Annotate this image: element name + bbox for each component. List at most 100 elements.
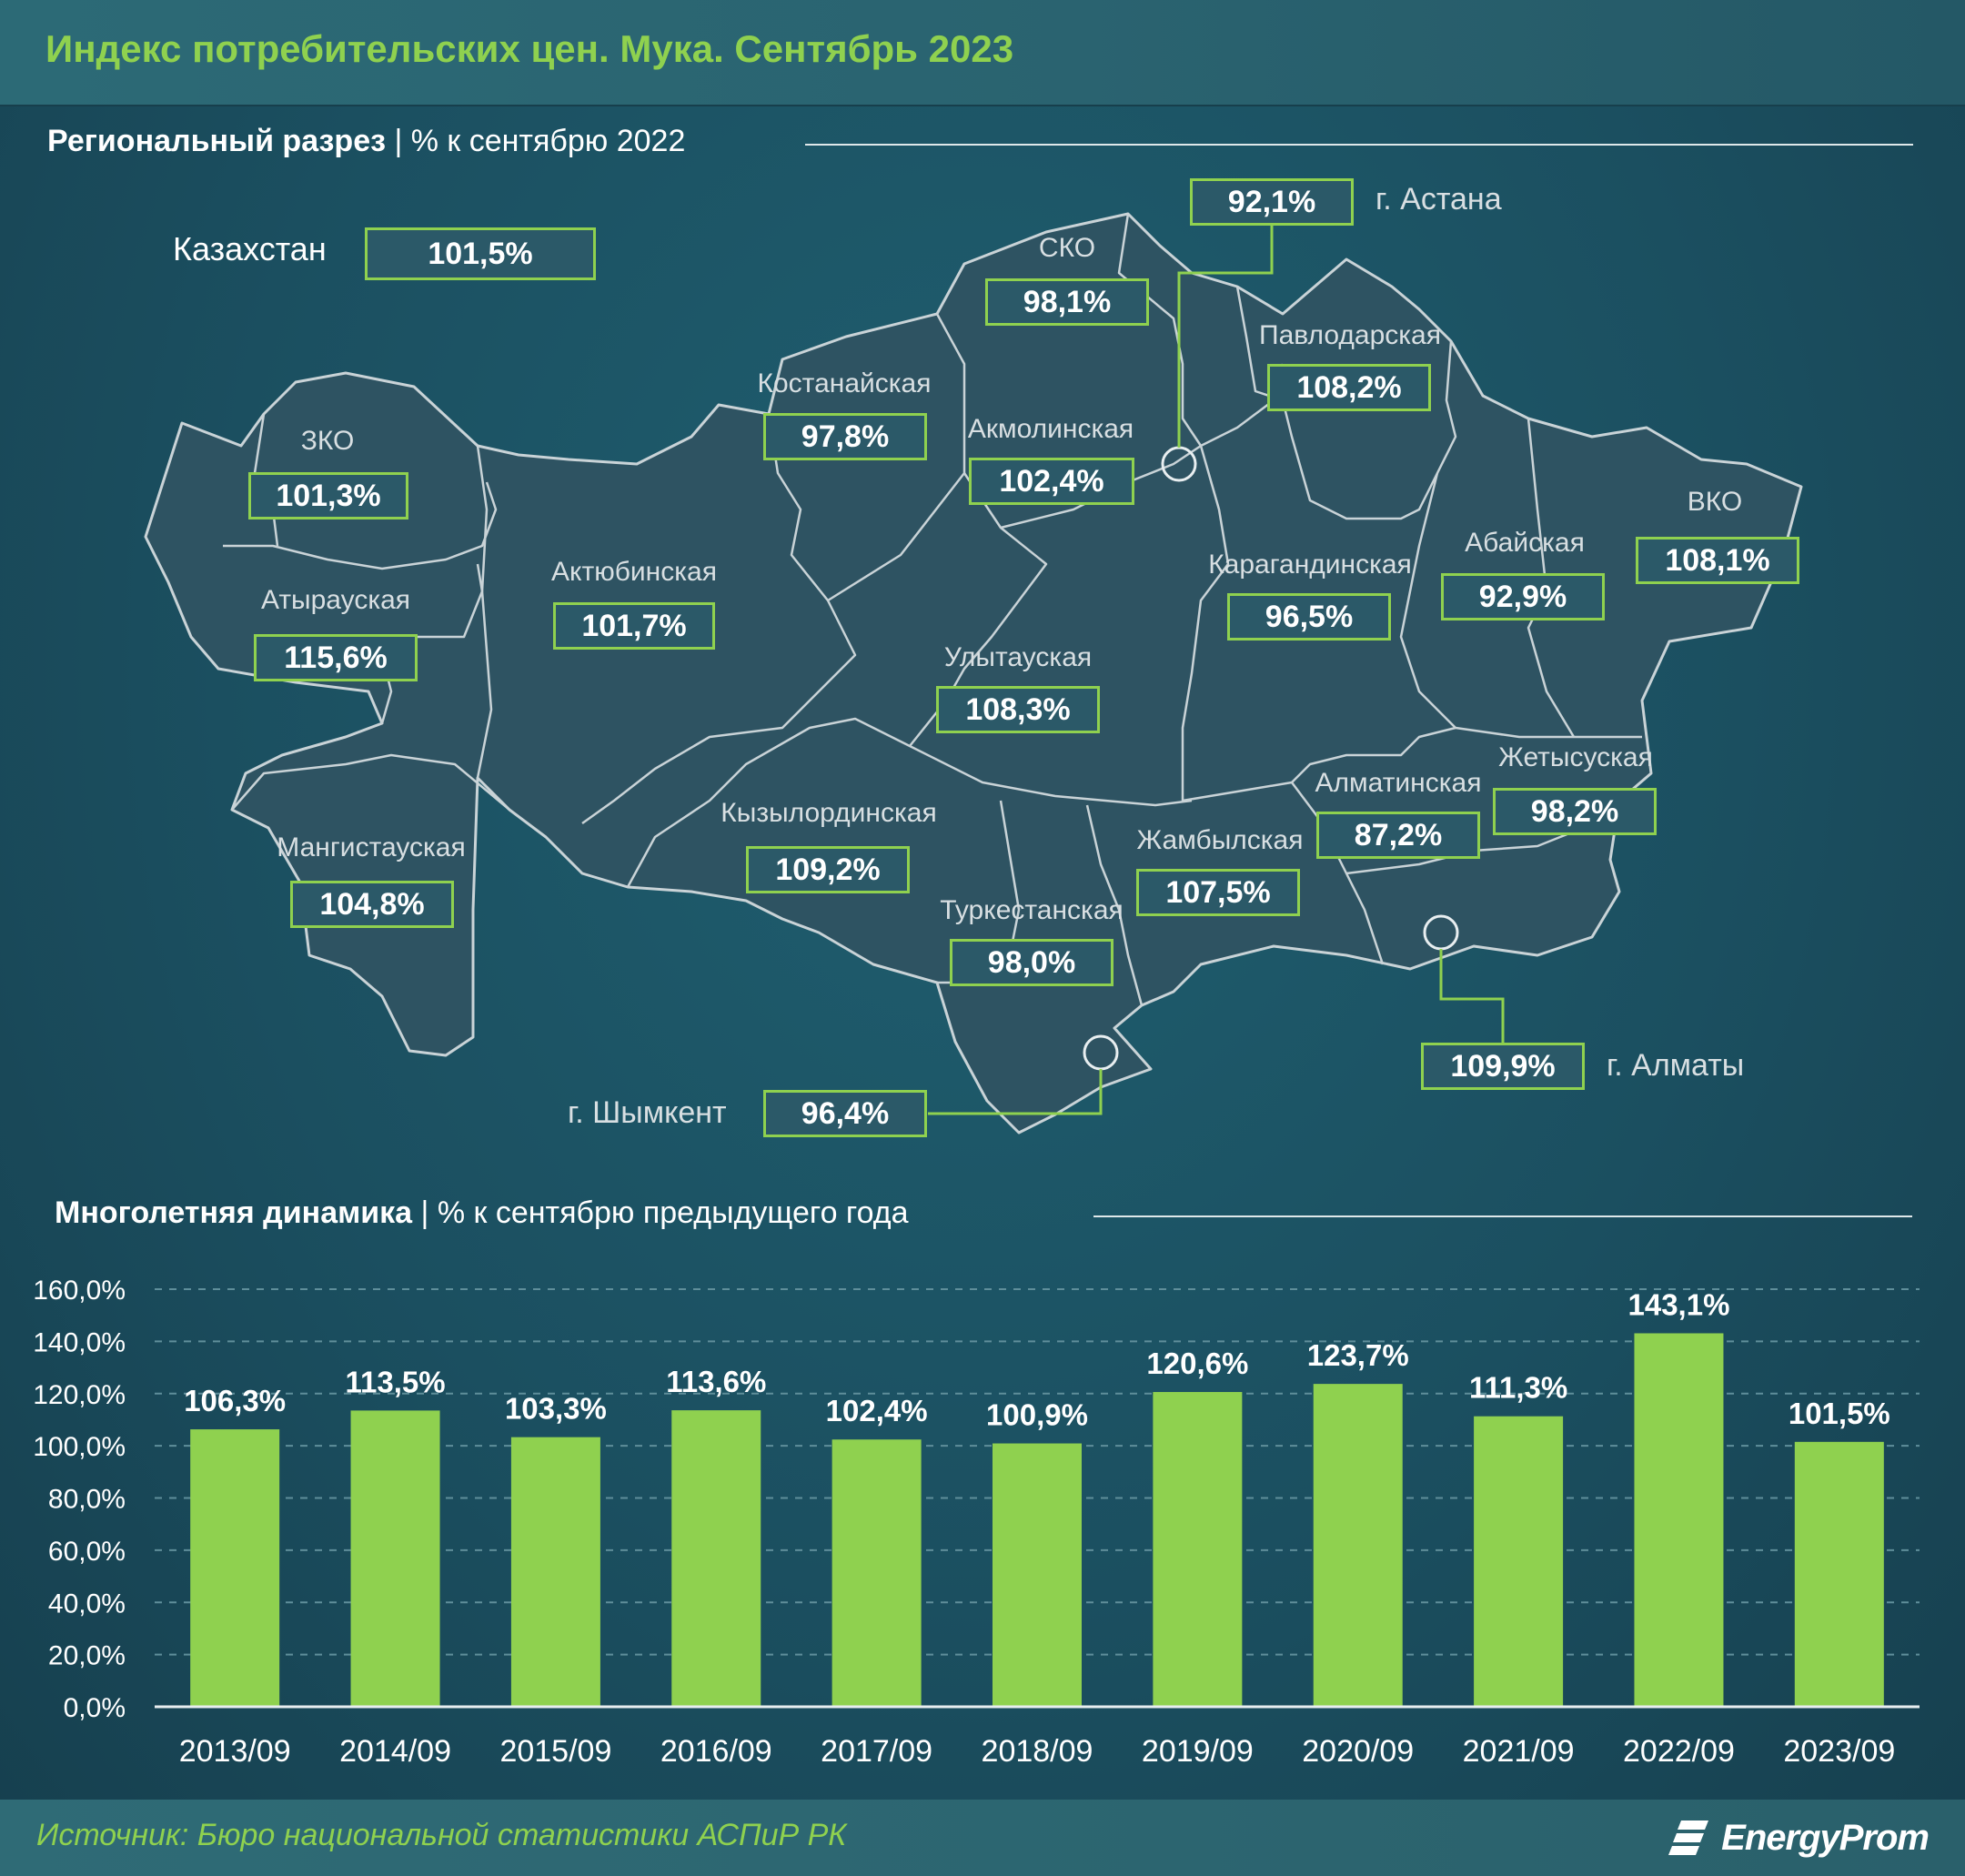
data-label: 120,6%: [1146, 1346, 1248, 1380]
data-label: 111,3%: [1469, 1371, 1567, 1405]
data-label: 113,5%: [345, 1365, 445, 1398]
city-name-astana: г. Астана: [1376, 182, 1502, 217]
y-tick-label: 0,0%: [64, 1693, 126, 1723]
source-text: Источник: Бюро национальной статистики А…: [36, 1818, 847, 1852]
kazakhstan-label: Казахстан: [173, 230, 327, 267]
bar: [1634, 1333, 1724, 1707]
city-value-almaty: 109,9%: [1421, 1043, 1585, 1090]
data-label: 143,1%: [1627, 1287, 1729, 1321]
region-name-vko: ВКО: [1687, 487, 1743, 517]
region-value-zhambyl: 107,5%: [1136, 869, 1300, 916]
y-tick-label: 140,0%: [33, 1327, 126, 1357]
region-name-ulytau: Улытауская: [943, 642, 1093, 672]
data-label: 106,3%: [184, 1384, 286, 1417]
x-tick-label: 2019/09: [1142, 1734, 1254, 1769]
bar: [510, 1437, 600, 1707]
y-tick-label: 40,0%: [48, 1589, 126, 1619]
bar: [1153, 1392, 1243, 1707]
data-label: 113,6%: [666, 1365, 766, 1398]
map-section-title: Региональный разрез | % к сентябрю 2022: [47, 124, 685, 159]
region-value-almaty-region: 87,2%: [1316, 812, 1480, 859]
city-value-shymkent: 96,4%: [763, 1090, 927, 1137]
map-section-rule: [805, 144, 1913, 146]
region-value-turkestan: 98,0%: [950, 939, 1114, 986]
x-tick-label: 2015/09: [499, 1734, 611, 1769]
region-value-sko: 98,1%: [985, 278, 1149, 326]
region-name-sko: СКО: [1038, 233, 1096, 263]
region-name-zko: ЗКО: [300, 426, 355, 456]
region-name-pavlodar: Павлодарская: [1259, 320, 1441, 350]
data-label: 123,7%: [1307, 1338, 1409, 1372]
region-value-atyrau: 115,6%: [254, 634, 418, 681]
region-name-atyrau: Атырауская: [260, 585, 411, 615]
region-name-kostanay: Костанайская: [757, 368, 932, 398]
chart-section-rule: [1093, 1215, 1912, 1217]
data-label: 100,9%: [986, 1398, 1088, 1432]
map-section-title-rest: | % к сентябрю 2022: [386, 124, 686, 158]
x-tick-label: 2022/09: [1623, 1734, 1735, 1769]
y-tick-label: 20,0%: [48, 1641, 126, 1671]
region-name-kyzylorda: Кызылординская: [720, 798, 937, 828]
region-name-turkestan: Туркестанская: [940, 895, 1124, 925]
y-tick-label: 120,0%: [33, 1380, 126, 1410]
region-name-zhetysu: Жетысуская: [1498, 742, 1653, 772]
page-title: Индекс потребительских цен. Мука. Сентяб…: [45, 27, 1014, 70]
bar: [671, 1410, 761, 1707]
map-section-title-bold: Региональный разрез: [47, 124, 387, 158]
region-name-abai: Абайская: [1465, 528, 1585, 558]
region-value-ulytau: 108,3%: [936, 686, 1100, 733]
footer: Источник: Бюро национальной статистики А…: [0, 1800, 1965, 1876]
region-name-almaty-region: Алматинская: [1315, 768, 1482, 798]
chart-section-title-bold: Многолетняя динамика: [55, 1195, 413, 1230]
bar: [1794, 1441, 1884, 1707]
region-value-mangistau: 104,8%: [290, 881, 454, 928]
bar: [1474, 1416, 1564, 1707]
header: Индекс потребительских цен. Мука. Сентяб…: [0, 0, 1965, 106]
region-value-vko: 108,1%: [1636, 537, 1799, 584]
region-value-pavlodar: 108,2%: [1267, 364, 1431, 411]
map-outline: [144, 212, 1803, 1135]
y-tick-label: 160,0%: [33, 1276, 126, 1306]
logo: EnergyProm: [1668, 1812, 1930, 1863]
bar: [190, 1429, 280, 1707]
region-value-zhetysu: 98,2%: [1493, 788, 1657, 835]
x-tick-label: 2014/09: [339, 1734, 451, 1769]
data-label: 103,3%: [505, 1392, 607, 1426]
x-tick-label: 2017/09: [821, 1734, 932, 1769]
kazakhstan-map: [144, 212, 1803, 1135]
region-name-akmola: Акмолинская: [967, 414, 1134, 444]
region-value-karaganda: 96,5%: [1227, 593, 1391, 640]
region-value-zko: 101,3%: [248, 472, 408, 519]
x-tick-label: 2018/09: [982, 1734, 1093, 1769]
bar: [1313, 1384, 1403, 1707]
x-tick-label: 2013/09: [179, 1734, 291, 1769]
data-label: 101,5%: [1789, 1397, 1890, 1430]
region-name-karaganda: Карагандинская: [1208, 550, 1412, 580]
region-boundaries: [223, 213, 1642, 1006]
x-tick-label: 2023/09: [1783, 1734, 1895, 1769]
city-name-almaty: г. Алматы: [1607, 1048, 1745, 1083]
kazakhstan-value: 101,5%: [365, 227, 596, 280]
region-value-abai: 92,9%: [1441, 573, 1605, 620]
city-value-astana: 92,1%: [1190, 178, 1354, 226]
data-label: 102,4%: [826, 1394, 928, 1427]
chart-section-title: Многолетняя динамика | % к сентябрю пред…: [55, 1195, 909, 1231]
region-value-kostanay: 97,8%: [763, 413, 927, 460]
region-value-kyzylorda: 109,2%: [746, 846, 910, 893]
region-name-zhambyl: Жамбылская: [1136, 825, 1304, 855]
city-name-shymkent: г. Шымкент: [568, 1095, 727, 1130]
y-tick-label: 60,0%: [48, 1537, 126, 1567]
y-tick-label: 80,0%: [48, 1485, 126, 1515]
energyprom-logo-icon: [1668, 1821, 1709, 1855]
chart-section-title-rest: | % к сентябрю предыдущего года: [412, 1195, 909, 1230]
region-name-mangistau: Мангистауская: [277, 832, 466, 862]
region-value-akmola: 102,4%: [969, 458, 1134, 505]
bar: [993, 1443, 1082, 1707]
bar: [831, 1439, 922, 1707]
x-tick-label: 2021/09: [1463, 1734, 1575, 1769]
bar-chart: 0,0% 20,0% 40,0% 60,0% 80,0% 100,0% 120,0% 140,…: [33, 1276, 1920, 1769]
y-tick-label: 100,0%: [33, 1432, 126, 1462]
x-tick-label: 2016/09: [660, 1734, 772, 1769]
region-value-aktobe: 101,7%: [553, 602, 715, 650]
logo-text: EnergyProm: [1721, 1817, 1930, 1858]
